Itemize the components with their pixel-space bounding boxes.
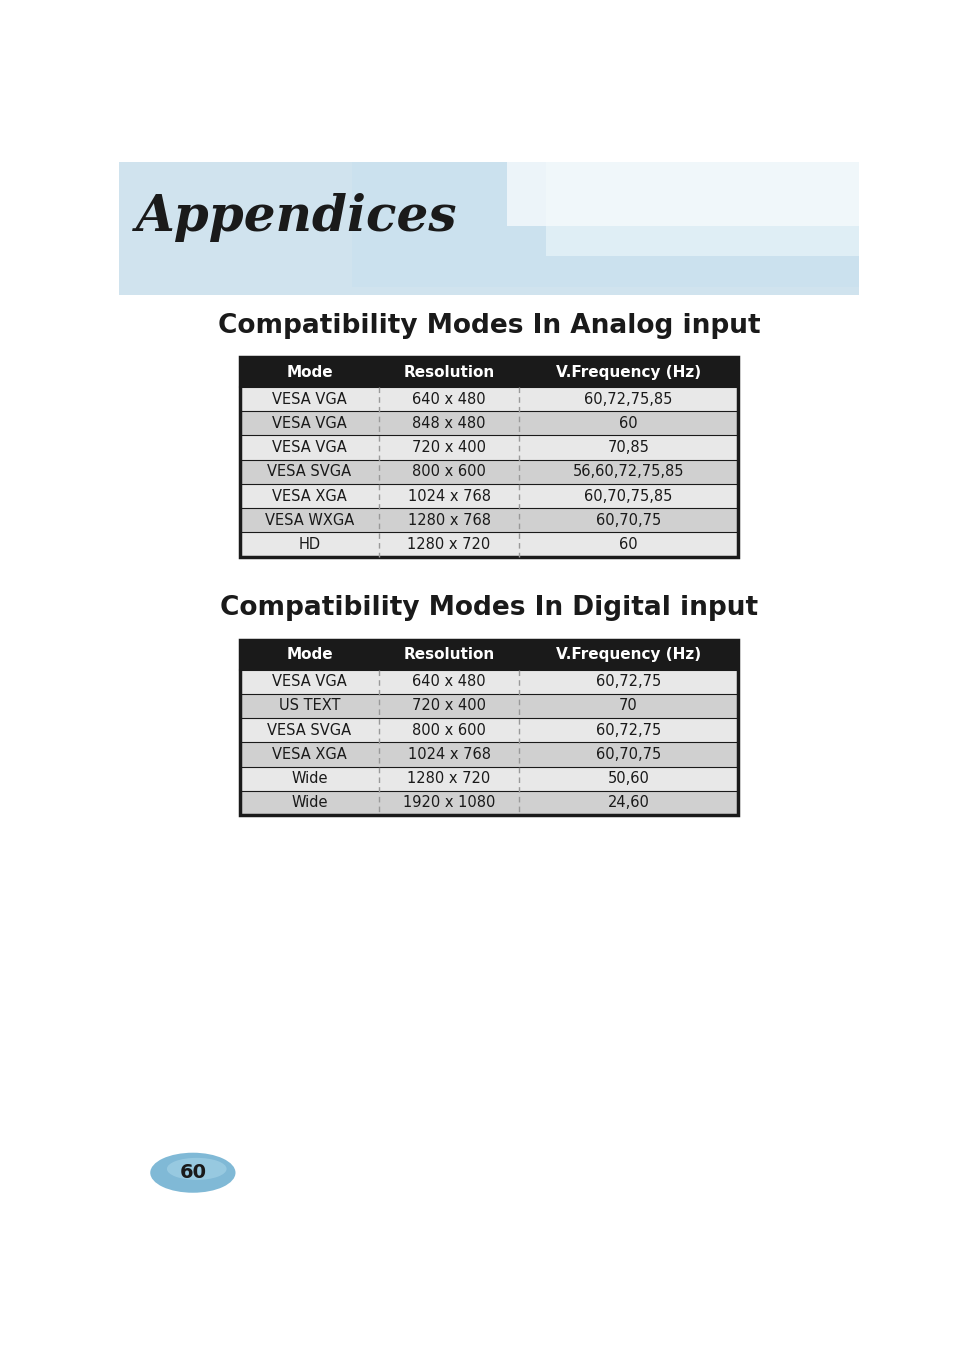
Text: 1280 x 720: 1280 x 720	[407, 538, 490, 552]
Text: 60,70,75,85: 60,70,75,85	[583, 489, 672, 504]
Text: Mode: Mode	[286, 647, 333, 662]
Text: 1024 x 768: 1024 x 768	[407, 489, 490, 504]
Text: 60: 60	[179, 1163, 206, 1182]
Text: 800 x 600: 800 x 600	[412, 464, 485, 479]
Text: 60: 60	[618, 538, 638, 552]
Bar	[239, 436, 738, 460]
Text: 720 x 400: 720 x 400	[412, 699, 485, 714]
Bar	[239, 669, 738, 693]
Bar	[239, 387, 738, 412]
Bar	[239, 460, 738, 483]
Bar	[239, 357, 738, 387]
Bar	[119, 162, 858, 295]
Text: 720 x 400: 720 x 400	[412, 440, 485, 455]
Text: Wide: Wide	[291, 772, 328, 787]
Bar	[545, 162, 858, 256]
Text: 56,60,72,75,85: 56,60,72,75,85	[572, 464, 683, 479]
Bar	[239, 508, 738, 532]
Text: VESA VGA: VESA VGA	[272, 440, 347, 455]
Text: VESA XGA: VESA XGA	[272, 489, 347, 504]
Text: Wide: Wide	[291, 795, 328, 811]
Text: 848 x 480: 848 x 480	[412, 416, 485, 431]
Text: 60,70,75: 60,70,75	[596, 513, 660, 528]
Text: Resolution: Resolution	[403, 647, 495, 662]
Bar	[239, 718, 738, 742]
Text: 1280 x 720: 1280 x 720	[407, 772, 490, 787]
Text: VESA SVGA: VESA SVGA	[267, 464, 352, 479]
Text: 640 x 480: 640 x 480	[412, 391, 485, 406]
Text: US TEXT: US TEXT	[278, 699, 340, 714]
Text: VESA SVGA: VESA SVGA	[267, 723, 352, 738]
Bar	[506, 162, 858, 226]
Text: VESA WXGA: VESA WXGA	[265, 513, 354, 528]
Text: 1280 x 768: 1280 x 768	[407, 513, 490, 528]
Text: 1920 x 1080: 1920 x 1080	[402, 795, 495, 811]
Text: 60,72,75,85: 60,72,75,85	[583, 391, 672, 406]
Text: 800 x 600: 800 x 600	[412, 723, 485, 738]
Bar	[239, 640, 738, 815]
Text: Compatibility Modes In Digital input: Compatibility Modes In Digital input	[219, 596, 758, 621]
Bar	[239, 412, 738, 436]
Bar	[239, 742, 738, 766]
Text: 50,60: 50,60	[607, 772, 649, 787]
Text: Mode: Mode	[286, 364, 333, 379]
Text: VESA VGA: VESA VGA	[272, 416, 347, 431]
Text: 24,60: 24,60	[607, 795, 649, 811]
Text: Compatibility Modes In Analog input: Compatibility Modes In Analog input	[217, 313, 760, 338]
Text: 70,85: 70,85	[607, 440, 649, 455]
Bar	[239, 766, 738, 791]
Text: VESA VGA: VESA VGA	[272, 391, 347, 406]
Ellipse shape	[150, 1152, 235, 1193]
Bar	[239, 640, 738, 669]
Text: VESA XGA: VESA XGA	[272, 747, 347, 762]
Text: 60,70,75: 60,70,75	[596, 747, 660, 762]
Text: 60,72,75: 60,72,75	[596, 674, 660, 689]
Bar	[239, 483, 738, 508]
Bar	[239, 693, 738, 718]
Text: V.Frequency (Hz): V.Frequency (Hz)	[556, 647, 700, 662]
Text: 60: 60	[618, 416, 638, 431]
Text: VESA VGA: VESA VGA	[272, 674, 347, 689]
Text: HD: HD	[298, 538, 320, 552]
Bar	[352, 162, 858, 287]
Bar	[239, 532, 738, 556]
Bar	[239, 791, 738, 815]
Text: V.Frequency (Hz): V.Frequency (Hz)	[556, 364, 700, 379]
Text: 60,72,75: 60,72,75	[596, 723, 660, 738]
Ellipse shape	[167, 1158, 227, 1179]
Text: Appendices: Appendices	[136, 194, 457, 242]
Bar	[239, 357, 738, 556]
Text: 640 x 480: 640 x 480	[412, 674, 485, 689]
Text: 1024 x 768: 1024 x 768	[407, 747, 490, 762]
Text: Resolution: Resolution	[403, 364, 495, 379]
Text: 70: 70	[618, 699, 638, 714]
